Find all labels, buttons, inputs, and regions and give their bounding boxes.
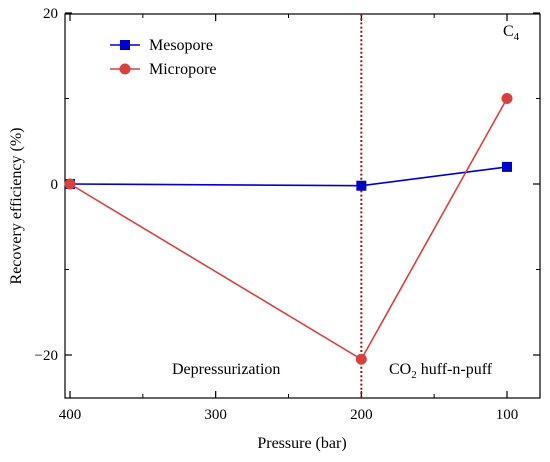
corner-label: C4 <box>503 23 520 43</box>
series-line-micropore <box>69 98 508 361</box>
plot-frame <box>64 13 541 399</box>
series-line-mesopore <box>69 166 508 187</box>
data-point-micropore <box>355 353 367 365</box>
x-tick-label-300: 300 <box>204 407 227 423</box>
y-tick-label-20: 20 <box>43 6 58 22</box>
legend-label-micropore: Micropore <box>149 61 217 78</box>
legend-label-mesopore: Mesopore <box>149 37 213 54</box>
x-tick-label-100: 100 <box>496 407 519 423</box>
data-point-micropore <box>64 178 76 190</box>
legend-marker-micropore <box>119 63 131 75</box>
y-tick-label-0: 0 <box>51 177 59 193</box>
x-tick-label-200: 200 <box>350 407 373 423</box>
y-axis-label: Recovery efficiency (%) <box>8 128 25 285</box>
legend-marker-mesopore <box>120 40 130 50</box>
data-point-mesopore <box>502 161 512 172</box>
y-tick-label--20: −20 <box>35 348 58 364</box>
data-point-micropore <box>501 93 513 104</box>
depressurization-label: Depressurization <box>172 361 280 378</box>
series-layer <box>64 93 513 365</box>
legend: Mesopore Micropore <box>110 37 217 78</box>
huff-n-puff-label: CO2 huff-n-puff <box>389 361 493 381</box>
x-axis-label: Pressure (bar) <box>257 435 346 452</box>
x-tick-label-400: 400 <box>59 407 82 423</box>
data-point-mesopore <box>356 180 367 191</box>
